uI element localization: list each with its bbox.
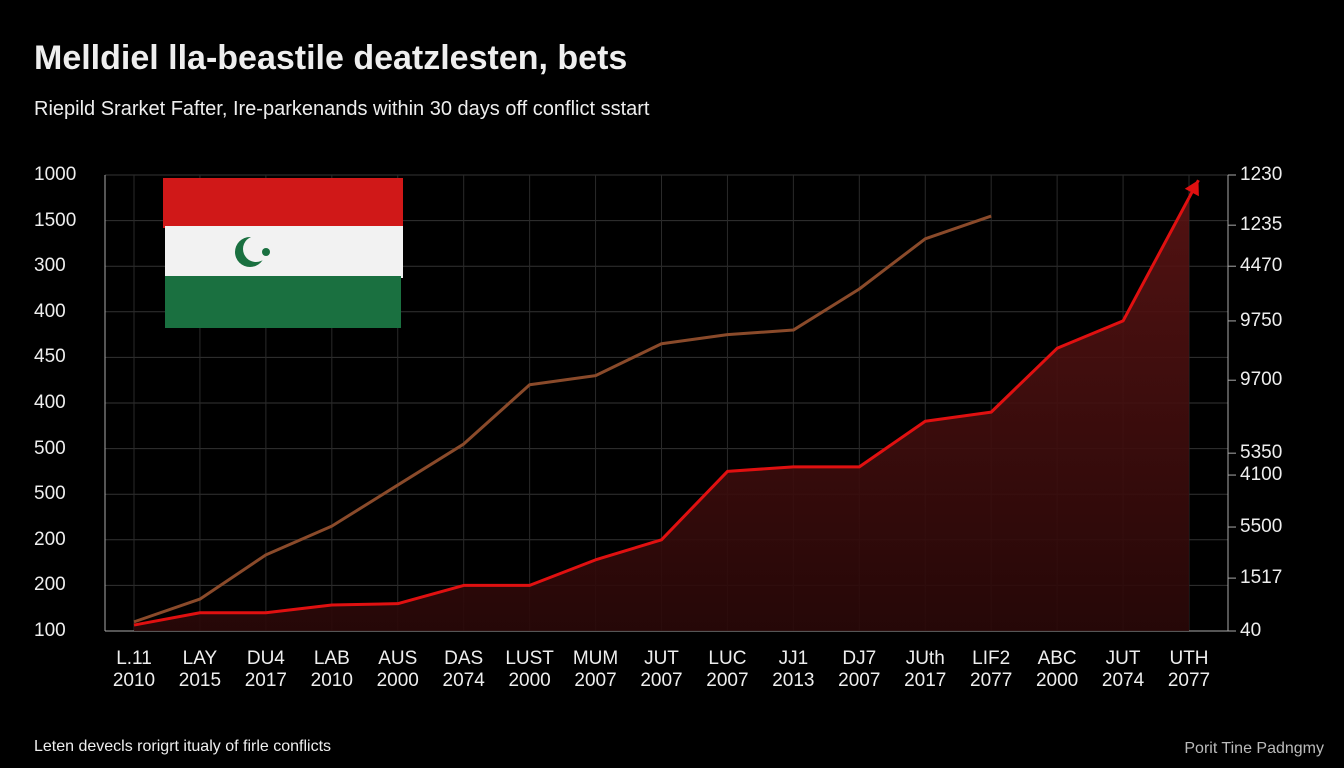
y-tick-label: 1500 (34, 209, 77, 231)
x-tick-label: DU4 2017 (244, 648, 288, 691)
x-tick-label: DJ7 2007 (838, 648, 881, 691)
footnote: Leten devecls rorigrt itualy of firle co… (34, 738, 332, 755)
arrow-head (1184, 180, 1199, 197)
x-tick-label: LAY 2015 (178, 648, 222, 691)
source: Porit Tine Padngmy (1184, 740, 1324, 757)
y2-tick-label: 40 (1240, 620, 1262, 641)
x-tick-label: JJ1 2013 (772, 648, 815, 691)
x-tick-label: DAS 2074 (442, 648, 485, 691)
x-tick-label: LUST 2000 (505, 648, 554, 691)
line (133, 214, 992, 624)
line (133, 197, 1191, 627)
x-tick-label: UTH 2077 (1167, 648, 1211, 691)
y2-tick-label: 4100 (1240, 464, 1283, 486)
x-tick-label: LAB 2010 (310, 648, 353, 691)
x-tick-label: LUC 2007 (706, 648, 749, 691)
y-tick-label: 1000 (34, 164, 77, 185)
title: Melldiel lla-beastile deatzlesten, bets (34, 39, 628, 77)
subtitle: Riepild Srarket Fafter, Ire-parkenands w… (34, 98, 650, 120)
y2-tick-label: 1517 (1240, 567, 1283, 589)
y2-tick-label: 1230 (1240, 164, 1283, 185)
x-tick-label: MUM 2007 (572, 648, 619, 691)
x-tick-label: LIF2 2077 (970, 648, 1013, 691)
y2-tick-label: 9750 (1240, 309, 1283, 331)
y2-tick-label: 4470 (1240, 255, 1283, 277)
y-tick-label: 100 (34, 620, 66, 641)
x-tick-label: JUth 2017 (904, 648, 947, 691)
x-tick-label: AUS 2000 (376, 648, 419, 691)
x-tick-label: JUT 2074 (1101, 648, 1145, 691)
y-tick-label: 300 (34, 255, 66, 277)
y2-tick-label: 9700 (1240, 369, 1283, 391)
x-tick-label: JUT 2007 (640, 648, 683, 691)
y2-tick-label: 5350 (1240, 442, 1283, 464)
y-tick-label: 500 (34, 483, 66, 505)
y2-tick-label: 5500 (1240, 516, 1283, 538)
area (134, 197, 1189, 632)
y-tick-label: 400 (34, 300, 66, 322)
y-tick-label: 400 (34, 392, 66, 413)
y-tick-label: 200 (34, 528, 66, 550)
x-tick-label: L.11 2010 (112, 648, 156, 691)
flag (163, 178, 403, 328)
y-tick-label: 500 (34, 437, 66, 459)
y-tick-label: 200 (34, 574, 66, 596)
y2-tick-label: 1235 (1240, 214, 1283, 236)
x-tick-label: ABC 2000 (1035, 648, 1079, 691)
y-tick-label: 450 (34, 346, 66, 368)
